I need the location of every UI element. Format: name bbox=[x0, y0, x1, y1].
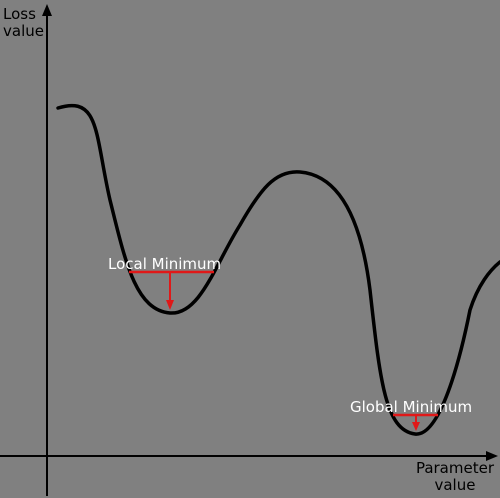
x-axis-label-line1: Parameter bbox=[415, 459, 494, 477]
y-axis-arrowhead bbox=[42, 4, 52, 16]
global-minimum-label: Global Minimum bbox=[350, 398, 473, 416]
loss-curve bbox=[56, 103, 500, 436]
local-minimum-label: Local Minimum bbox=[108, 255, 222, 273]
global-minimum-arrowhead bbox=[412, 422, 420, 431]
local-minimum-arrowhead bbox=[166, 300, 174, 310]
x-axis-arrowhead bbox=[486, 451, 498, 461]
y-axis-label-line1: Loss bbox=[3, 5, 36, 23]
x-axis-label-line2: value bbox=[434, 476, 476, 494]
y-axis-label-line2: value bbox=[3, 22, 44, 40]
x-axis-label: Parameter value bbox=[416, 460, 494, 494]
y-axis-label: Loss value bbox=[3, 6, 44, 40]
